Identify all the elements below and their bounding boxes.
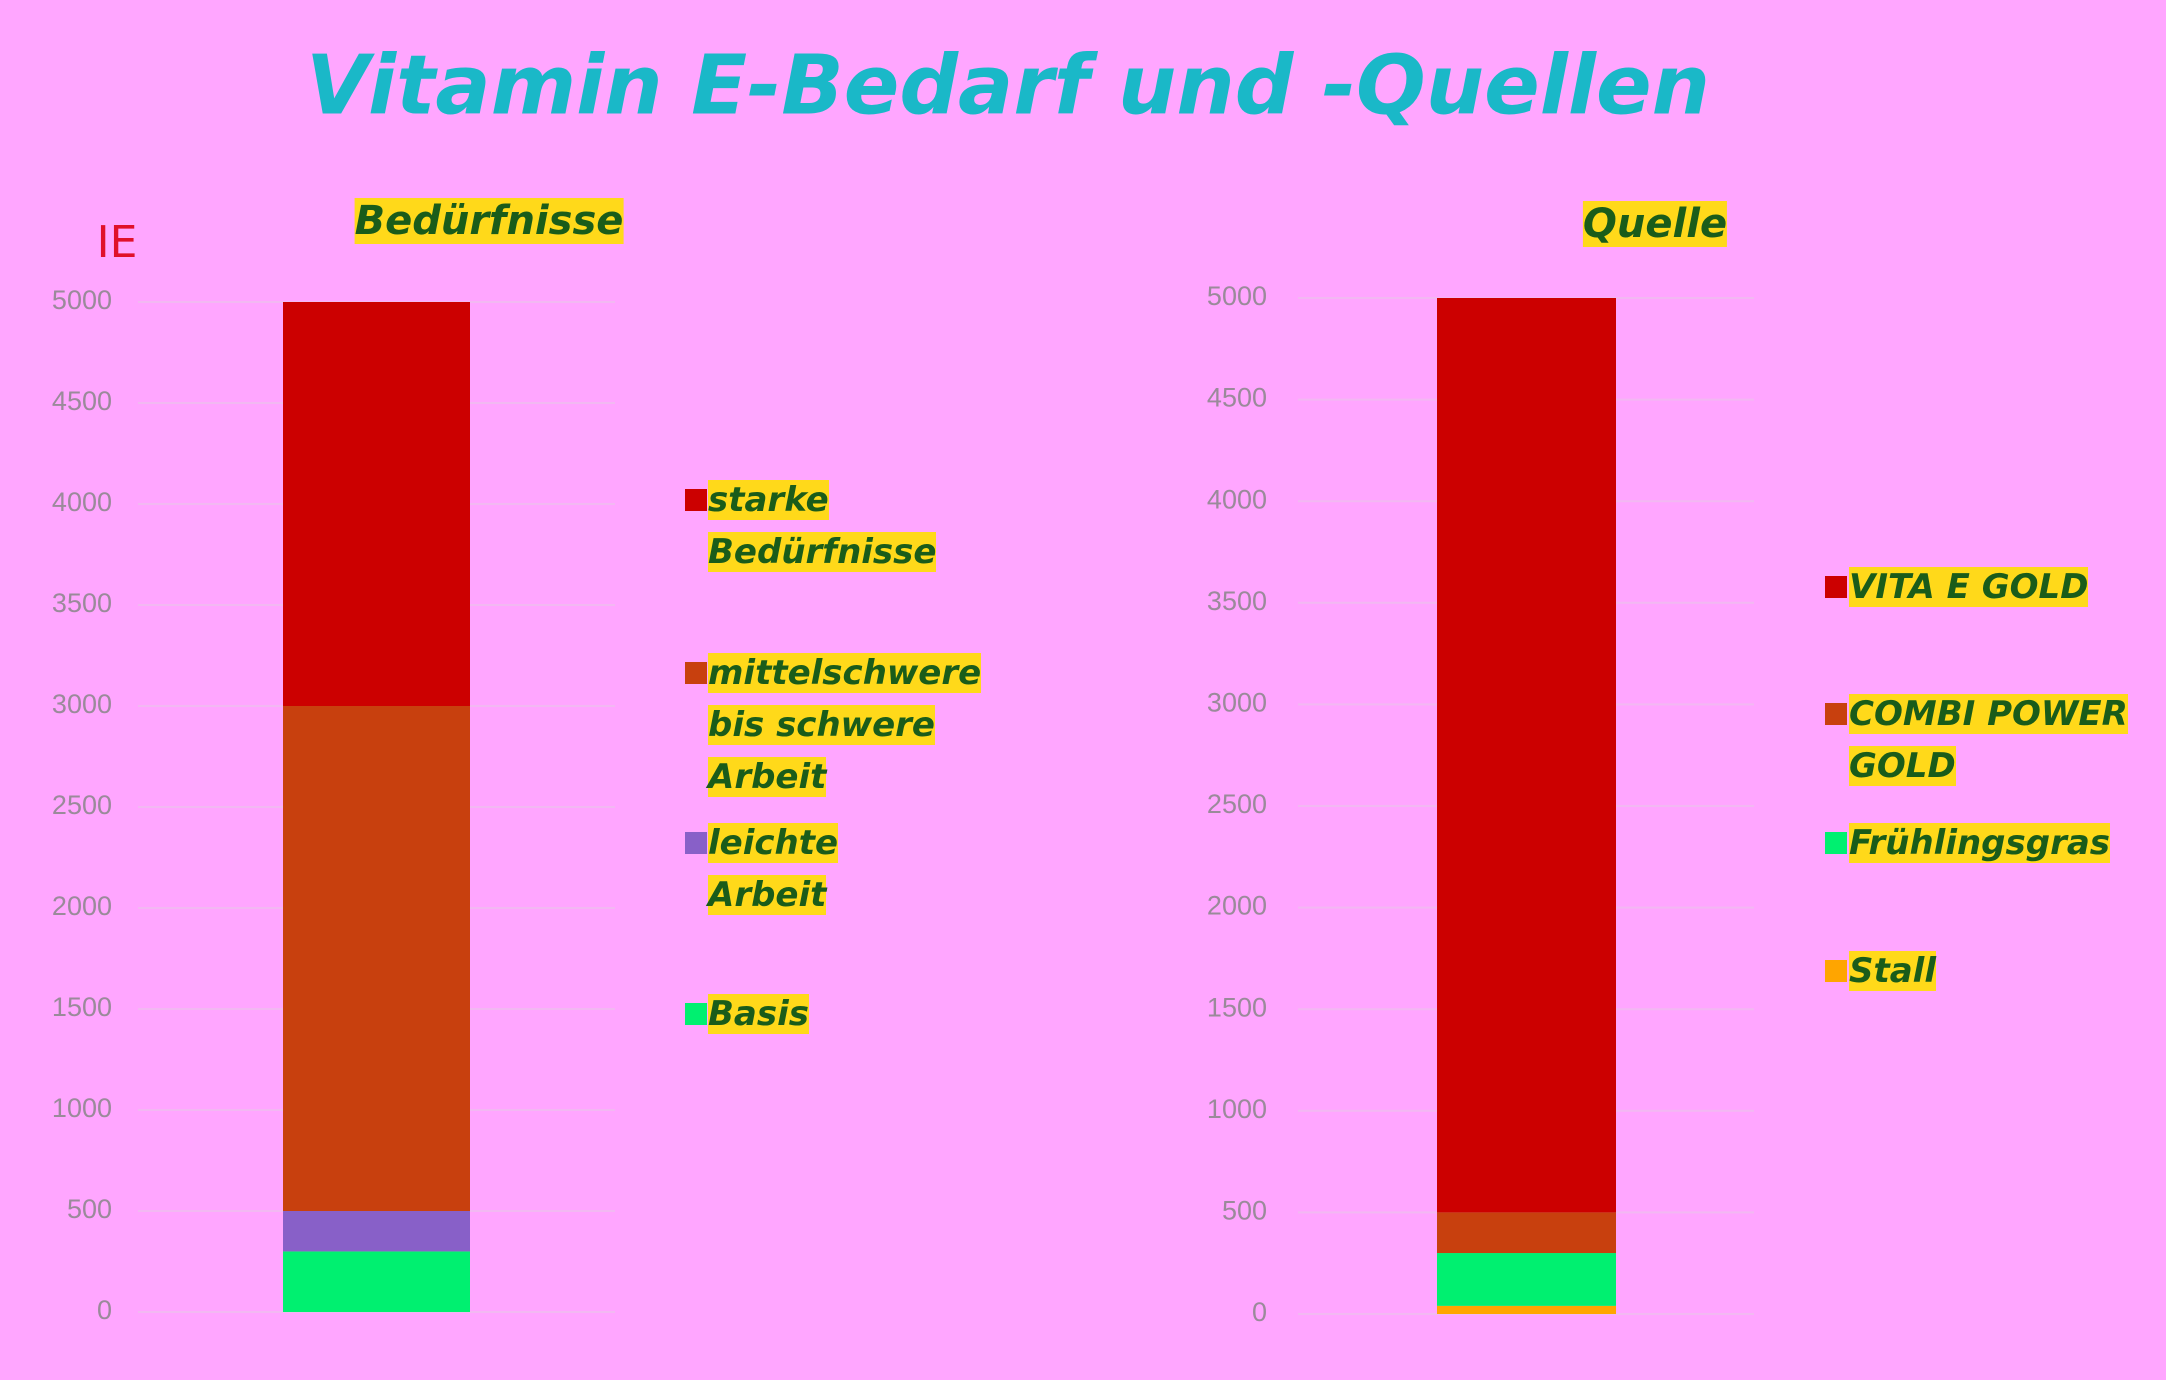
legend-entry-text: Frühlingsgras — [1849, 823, 2111, 863]
legend-entry: starke Bedürfnisse — [708, 474, 968, 578]
y-axis-label: IE — [97, 217, 138, 268]
chart-subtitle-text: Bedürfnisse — [354, 198, 624, 244]
bar-segment — [1437, 1212, 1616, 1254]
legend-swatch — [685, 662, 707, 684]
legend-entry: COMBI POWER GOLD — [1849, 688, 2129, 792]
legend-swatch — [685, 832, 707, 854]
legend-entry-text: Stall — [1849, 951, 1936, 991]
y-tick-label: 0 — [1252, 1297, 1267, 1327]
y-tick-label: 3500 — [1207, 586, 1267, 616]
legend-entry: Frühlingsgras — [1849, 817, 2129, 869]
y-tick-label: 4500 — [1207, 383, 1267, 413]
y-tick-label: 4500 — [52, 386, 112, 416]
legend-entry: leichte Arbeit — [708, 817, 968, 921]
y-tick-label: 500 — [1222, 1196, 1267, 1226]
legend-entry-text: starke Bedürfnisse — [708, 480, 937, 572]
legend-swatch — [1825, 832, 1847, 854]
bar-segment — [283, 302, 470, 706]
y-tick-label: 2000 — [52, 891, 112, 921]
legend-swatch — [1825, 576, 1847, 598]
legend-entry-text: Basis — [708, 994, 809, 1034]
legend-swatch — [1825, 960, 1847, 982]
y-tick-label: 3500 — [52, 588, 112, 618]
page-title: Vitamin E-Bedarf und -Quellen — [306, 38, 1710, 134]
chart-subtitle: Quelle — [1582, 198, 1728, 250]
legend-entry: mittelschwere bis schwere Arbeit — [708, 647, 982, 803]
legend-entry: Stall — [1849, 945, 2129, 997]
legend-entry: Basis — [708, 988, 968, 1040]
y-tick-label: 500 — [67, 1194, 112, 1224]
legend-swatch — [1825, 703, 1847, 725]
y-tick-label: 0 — [97, 1295, 112, 1325]
chart-subtitle: Bedürfnisse — [354, 195, 624, 247]
legend-entry: VITA E GOLD — [1849, 561, 2129, 613]
y-tick-label: 2500 — [1207, 789, 1267, 819]
y-tick-label: 2500 — [52, 790, 112, 820]
y-tick-label: 1500 — [1207, 992, 1267, 1022]
bar-segment — [1437, 1253, 1616, 1306]
legend-entry-text: COMBI POWER GOLD — [1849, 694, 2128, 786]
y-tick-label: 2000 — [1207, 891, 1267, 921]
bar-segment — [1437, 1305, 1616, 1314]
y-tick-label: 4000 — [52, 487, 112, 517]
y-tick-label: 5000 — [52, 285, 112, 315]
y-tick-label: 3000 — [52, 689, 112, 719]
bar-segment — [1437, 298, 1616, 1213]
y-tick-label: 3000 — [1207, 688, 1267, 718]
bar-segment — [283, 1251, 470, 1312]
y-tick-label: 1000 — [52, 1093, 112, 1123]
legend-entry-text: mittelschwere bis schwere Arbeit — [708, 653, 982, 797]
y-tick-label: 1500 — [52, 992, 112, 1022]
legend-swatch — [685, 489, 707, 511]
legend-entry-text: leichte Arbeit — [708, 823, 839, 915]
y-tick-label: 4000 — [1207, 484, 1267, 514]
bar-segment — [283, 706, 470, 1211]
chart-subtitle-text: Quelle — [1582, 201, 1728, 247]
y-tick-label: 1000 — [1207, 1094, 1267, 1124]
bar-segment — [283, 1211, 470, 1252]
legend-entry-text: VITA E GOLD — [1849, 567, 2089, 607]
y-tick-label: 5000 — [1207, 281, 1267, 311]
legend-swatch — [685, 1003, 707, 1025]
